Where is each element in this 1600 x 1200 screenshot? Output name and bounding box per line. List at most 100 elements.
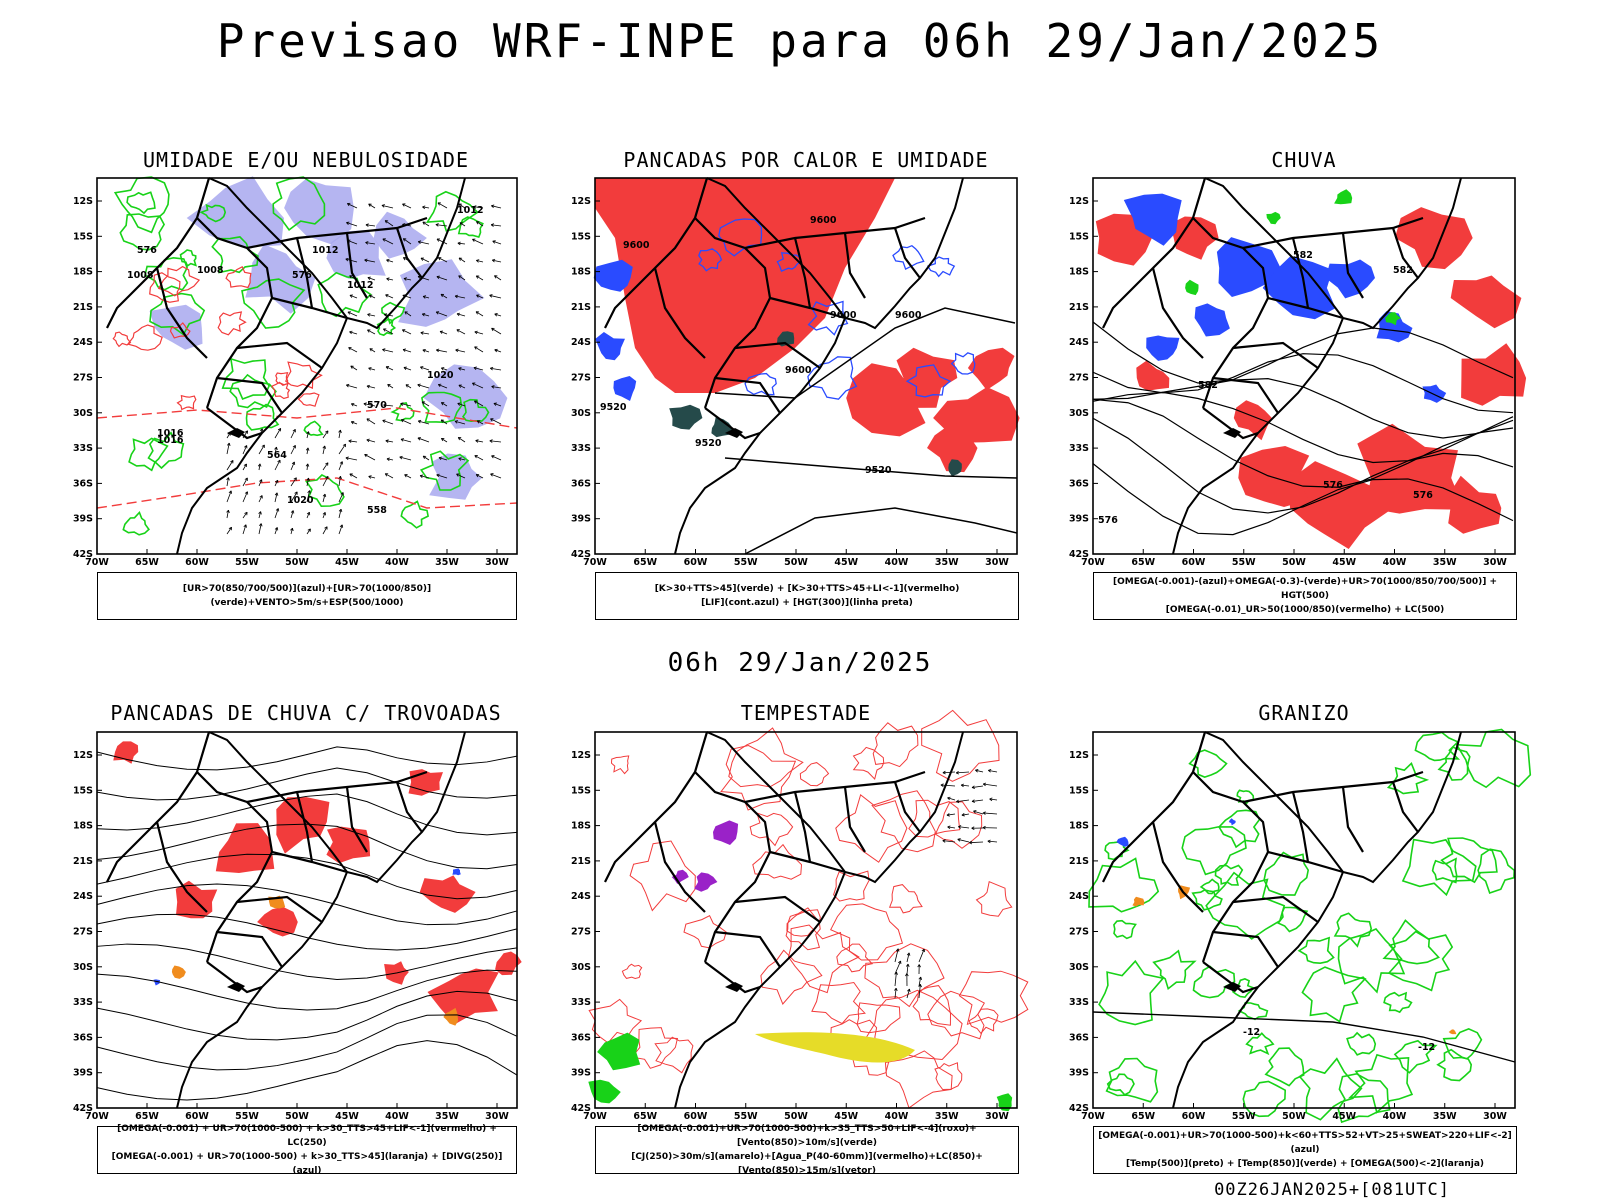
- coastline: [1204, 731, 1462, 884]
- wind-vector: [493, 402, 502, 407]
- lif-contour: [926, 256, 956, 278]
- omega-strong-area: [1185, 279, 1199, 296]
- wind-vector: [226, 442, 230, 455]
- legend-line: [K>30+TTS>45](verde) + [K>30+TTS>45+LI<-…: [654, 584, 960, 594]
- wind-vector: [367, 276, 371, 280]
- storm-area: [113, 741, 139, 764]
- wind-vector: [364, 258, 368, 263]
- border-line: [345, 232, 368, 299]
- lat-tick-label: 33S: [1069, 997, 1089, 1008]
- wind-vector: [894, 948, 899, 963]
- wind-vector: [350, 402, 355, 407]
- wind-vector: [363, 402, 367, 406]
- lif-contour: [776, 252, 801, 272]
- wind-vector: [347, 203, 358, 209]
- wind-vector: [230, 460, 234, 464]
- lon-tick-label: 55W: [1232, 557, 1256, 568]
- humidity-area: [186, 176, 284, 248]
- border-line: [236, 341, 323, 369]
- lon-tick-label: 65W: [135, 1111, 159, 1122]
- wind-vector: [383, 328, 387, 332]
- water-contour: [833, 870, 870, 902]
- water-contour: [908, 799, 961, 838]
- wind-vector: [258, 495, 263, 503]
- wind-vector: [422, 206, 430, 209]
- wind-vector: [338, 509, 342, 519]
- temp850-contour: [1333, 912, 1373, 948]
- border-line: [1242, 216, 1424, 250]
- wind-vector: [322, 512, 326, 516]
- wind-vector: [421, 312, 426, 317]
- wind-vector: [422, 455, 427, 459]
- wind-vector: [989, 797, 993, 802]
- wind-vector: [436, 275, 440, 280]
- wind-vector: [435, 311, 440, 315]
- border-line: [1202, 407, 1259, 440]
- contour-label: -12: [1418, 1042, 1435, 1053]
- lat-tick-label: 42S: [73, 1103, 93, 1114]
- wind-vector: [403, 277, 407, 281]
- wind-vector: [957, 838, 970, 843]
- wind-vector: [322, 526, 328, 535]
- wind-vector: [475, 474, 484, 479]
- wind-vector: [350, 420, 355, 425]
- hgt500-contour: [1092, 321, 1514, 384]
- lon-tick-label: 50W: [1282, 1111, 1306, 1122]
- wind-vector: [436, 473, 440, 478]
- contour-label: 1016: [157, 435, 184, 446]
- wind-vector: [458, 384, 462, 388]
- lif-contour: [744, 372, 777, 396]
- wind-vector: [474, 455, 484, 461]
- wind-vector: [364, 259, 376, 263]
- red-contour: [149, 272, 181, 303]
- rain-area: [1233, 400, 1272, 441]
- wind-vector: [457, 242, 466, 245]
- map-chuva: 582 582 582 576 576 576 12S 15S 18S 21S 24S 27S 30S 3…: [1069, 177, 1527, 568]
- wind-vector: [290, 527, 294, 532]
- map-pancadas-calor: 9600 9600 9600 9600 9520 9520 9520 9600 12S 15S 18…: [571, 177, 1020, 568]
- wind-vector: [491, 385, 495, 389]
- wind-vector: [473, 206, 484, 209]
- wind-vector: [227, 432, 231, 436]
- border-line: [793, 237, 812, 309]
- lat-tick-label: 21S: [571, 856, 591, 867]
- wind-vector: [476, 259, 480, 263]
- wind-vector: [489, 294, 493, 298]
- green-contour: [147, 431, 185, 470]
- wind-vector: [322, 430, 329, 439]
- wind-vector: [382, 420, 394, 425]
- wind-vector: [385, 440, 394, 443]
- storm-area: [495, 951, 522, 976]
- wind-vector: [982, 782, 987, 787]
- wind-vector: [475, 275, 480, 279]
- wind-vector: [307, 528, 311, 532]
- wind-vector: [918, 984, 921, 999]
- lon-tick-label: 50W: [784, 1111, 808, 1122]
- coastline: [208, 731, 466, 884]
- wind-vector: [476, 420, 481, 424]
- wind-vector: [940, 784, 956, 787]
- wind-vector: [349, 330, 353, 335]
- wind-vector: [458, 257, 466, 263]
- wind-vector: [306, 431, 310, 435]
- water-contour: [888, 884, 923, 914]
- hgt500-contour: [1092, 417, 1514, 514]
- wind-vector: [292, 445, 296, 449]
- lon-tick-label: 70W: [1081, 557, 1105, 568]
- border-line: [1341, 232, 1364, 299]
- wind-vector: [422, 349, 430, 353]
- wind-vector: [324, 526, 328, 530]
- wind-vector: [242, 477, 248, 487]
- wind-vector: [306, 512, 310, 519]
- wind-vector: [403, 367, 412, 371]
- omega-area: [1132, 896, 1145, 907]
- wind-vector: [907, 988, 911, 993]
- water-contour: [958, 970, 1029, 1026]
- instability-area: [927, 420, 978, 473]
- wind-vector: [306, 490, 311, 503]
- legend-umidade: [UR>70(850/700/500)](azul)+[UR>70(1000/8…: [97, 572, 517, 620]
- wind-vector: [441, 402, 448, 407]
- wind-vector: [441, 438, 448, 443]
- wind-vector: [421, 401, 426, 405]
- lon-tick-label: 35W: [935, 1111, 959, 1122]
